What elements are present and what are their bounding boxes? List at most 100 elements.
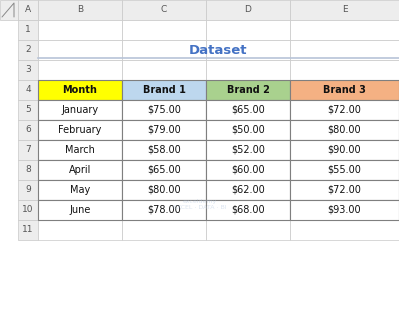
Bar [206, 20, 290, 40]
Bar [18, 40, 38, 60]
Text: $78.00: $78.00 [147, 205, 181, 215]
Bar [122, 80, 206, 100]
Text: $50.00: $50.00 [231, 125, 265, 135]
Bar [122, 20, 206, 40]
Bar [290, 140, 399, 160]
Bar [290, 40, 399, 60]
Text: $68.00: $68.00 [231, 205, 265, 215]
Bar [38, 60, 122, 80]
Bar [122, 80, 206, 100]
Bar [18, 20, 38, 40]
Bar [38, 200, 122, 220]
Bar [290, 180, 399, 200]
Bar [38, 140, 122, 160]
Bar [290, 180, 399, 200]
Bar [290, 160, 399, 180]
Bar [290, 140, 399, 160]
Text: A: A [25, 6, 31, 15]
Text: Dataset: Dataset [189, 43, 248, 56]
Text: $65.00: $65.00 [147, 165, 181, 175]
Bar [18, 60, 38, 80]
Text: exceldemy
EXCEL · DATA · BI: exceldemy EXCEL · DATA · BI [173, 199, 226, 210]
Text: 10: 10 [22, 206, 34, 215]
Bar [38, 20, 122, 40]
Text: $58.00: $58.00 [147, 145, 181, 155]
Bar [38, 100, 122, 120]
Text: 7: 7 [25, 145, 31, 154]
Bar [18, 140, 38, 160]
Text: $75.00: $75.00 [147, 105, 181, 115]
Bar [122, 100, 206, 120]
Bar [38, 120, 122, 140]
Bar [38, 140, 122, 160]
Bar [122, 180, 206, 200]
Bar [290, 100, 399, 120]
Bar [38, 180, 122, 200]
Bar [18, 80, 38, 100]
Text: 2: 2 [25, 46, 31, 55]
Bar [122, 160, 206, 180]
Text: $80.00: $80.00 [147, 185, 181, 195]
Bar [38, 160, 122, 180]
Bar [206, 120, 290, 140]
Text: $65.00: $65.00 [231, 105, 265, 115]
Bar [206, 80, 290, 100]
Text: Brand 3: Brand 3 [323, 85, 366, 95]
Text: C: C [161, 6, 167, 15]
Bar [18, 120, 38, 140]
Bar [122, 0, 206, 20]
Bar [122, 140, 206, 160]
Bar [206, 160, 290, 180]
Text: April: April [69, 165, 91, 175]
Bar [122, 60, 206, 80]
Bar [290, 0, 399, 20]
Bar [122, 120, 206, 140]
Bar [206, 0, 290, 20]
Text: Brand 1: Brand 1 [142, 85, 186, 95]
Bar [206, 100, 290, 120]
Bar [290, 120, 399, 140]
Text: D: D [245, 6, 251, 15]
Bar [206, 180, 290, 200]
Text: $93.00: $93.00 [328, 205, 361, 215]
Text: 6: 6 [25, 126, 31, 135]
Bar [290, 160, 399, 180]
Bar [38, 80, 122, 100]
Bar [290, 80, 399, 100]
Bar [0, 0, 18, 20]
Text: $62.00: $62.00 [231, 185, 265, 195]
Bar [122, 40, 206, 60]
Bar [38, 220, 122, 240]
Bar [18, 180, 38, 200]
Text: $72.00: $72.00 [328, 105, 361, 115]
Bar [206, 200, 290, 220]
Bar [290, 80, 399, 100]
Bar [206, 140, 290, 160]
Bar [206, 40, 290, 60]
Bar [38, 0, 122, 20]
Bar [290, 20, 399, 40]
Text: January: January [61, 105, 99, 115]
Bar [38, 180, 122, 200]
Text: Brand 2: Brand 2 [227, 85, 269, 95]
Bar [122, 200, 206, 220]
Bar [122, 180, 206, 200]
Text: B: B [77, 6, 83, 15]
Text: Month: Month [63, 85, 97, 95]
Text: $90.00: $90.00 [328, 145, 361, 155]
Bar [122, 100, 206, 120]
Text: E: E [342, 6, 347, 15]
Bar [290, 200, 399, 220]
Text: 1: 1 [25, 25, 31, 34]
Text: June: June [69, 205, 91, 215]
Bar [122, 200, 206, 220]
Bar [38, 80, 122, 100]
Bar [206, 100, 290, 120]
Text: 3: 3 [25, 65, 31, 74]
Bar [122, 160, 206, 180]
Bar [38, 100, 122, 120]
Bar [206, 140, 290, 160]
Text: 5: 5 [25, 105, 31, 114]
Bar [38, 40, 122, 60]
Bar [38, 120, 122, 140]
